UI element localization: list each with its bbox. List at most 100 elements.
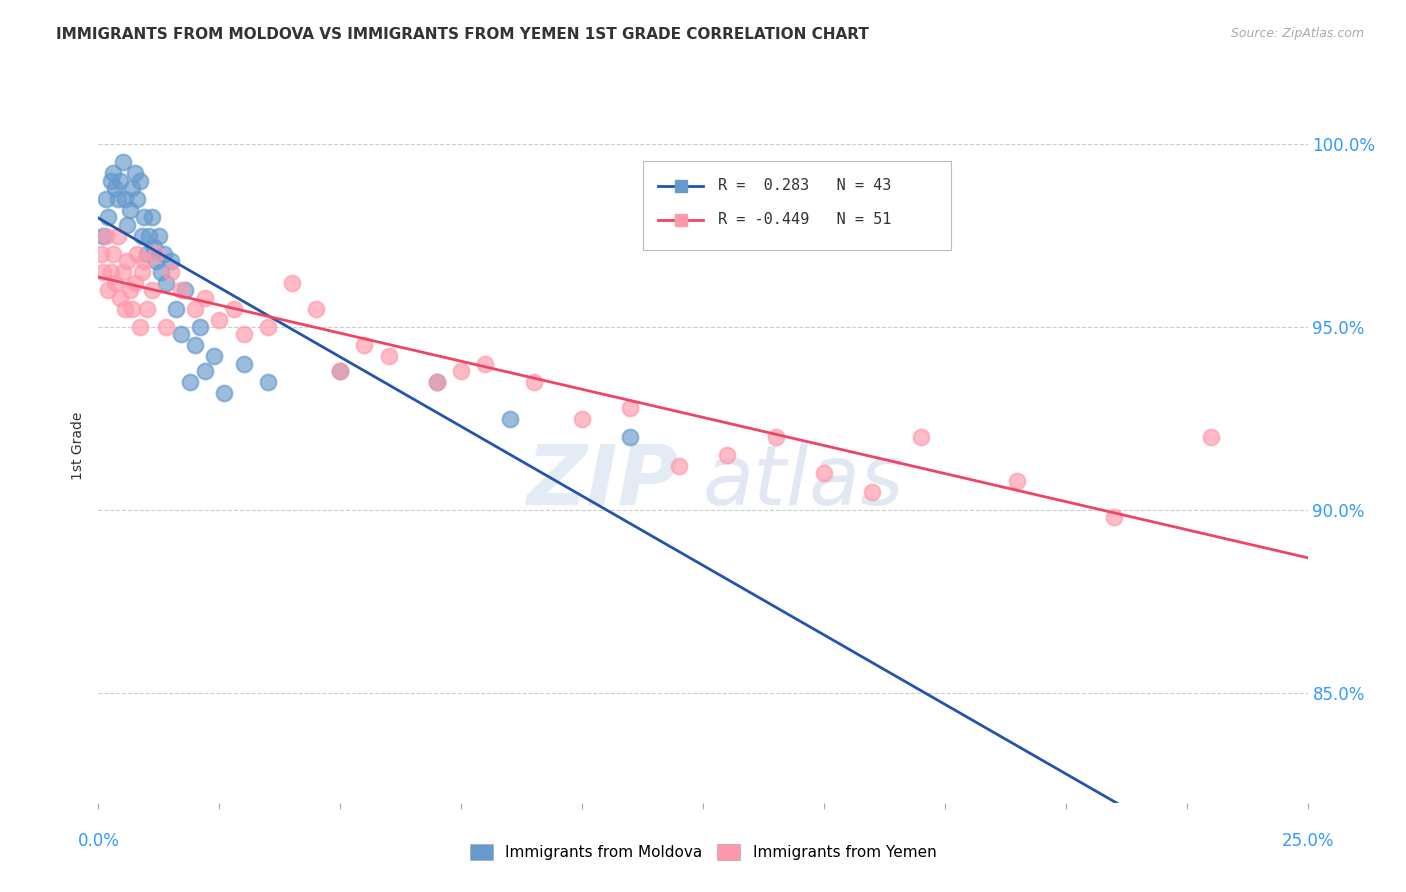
Point xyxy=(101,247,124,261)
Point xyxy=(256,375,278,389)
Text: Source: ZipAtlas.com: Source: ZipAtlas.com xyxy=(1230,27,1364,40)
Point xyxy=(377,349,399,363)
Text: R = -0.449   N = 51: R = -0.449 N = 51 xyxy=(717,212,891,227)
Point xyxy=(450,364,472,378)
Point xyxy=(474,357,496,371)
Point xyxy=(426,375,449,389)
Point xyxy=(329,364,352,378)
Point xyxy=(152,247,174,261)
Point xyxy=(135,301,157,316)
Point xyxy=(135,247,157,261)
Point xyxy=(94,228,117,243)
Point xyxy=(117,218,139,232)
Point xyxy=(90,247,112,261)
Point xyxy=(619,430,641,444)
Point xyxy=(212,386,235,401)
Point xyxy=(571,411,593,425)
Point xyxy=(194,291,217,305)
Point xyxy=(160,265,183,279)
Legend: Immigrants from Moldova, Immigrants from Yemen: Immigrants from Moldova, Immigrants from… xyxy=(464,838,942,866)
Point xyxy=(107,192,129,206)
Point xyxy=(121,181,143,195)
Point xyxy=(114,192,136,206)
Point xyxy=(165,301,187,316)
Point xyxy=(104,181,127,195)
Y-axis label: 1st Grade: 1st Grade xyxy=(72,412,86,480)
Point xyxy=(131,228,153,243)
Point xyxy=(155,320,177,334)
Point xyxy=(108,291,131,305)
Point xyxy=(281,276,304,290)
Point xyxy=(100,174,122,188)
Text: 25.0%: 25.0% xyxy=(1281,832,1334,850)
Point xyxy=(91,265,114,279)
Point xyxy=(118,202,141,217)
Point xyxy=(169,284,191,298)
Point xyxy=(107,228,129,243)
Point xyxy=(188,320,211,334)
Point xyxy=(619,401,641,415)
Point xyxy=(138,228,160,243)
Point xyxy=(256,320,278,334)
Point xyxy=(118,284,141,298)
Point xyxy=(305,301,328,316)
Point xyxy=(222,301,245,316)
FancyBboxPatch shape xyxy=(643,161,950,250)
Point xyxy=(860,484,883,499)
Point xyxy=(426,375,449,389)
Point xyxy=(910,430,932,444)
Point xyxy=(1102,510,1125,524)
Point xyxy=(179,375,201,389)
Point xyxy=(1007,474,1029,488)
Point xyxy=(169,327,191,342)
Text: ZIP: ZIP xyxy=(526,442,679,522)
Point xyxy=(150,265,173,279)
Point xyxy=(100,265,122,279)
Point xyxy=(97,284,120,298)
Point xyxy=(108,174,131,188)
Point xyxy=(716,448,738,462)
Point xyxy=(128,320,150,334)
Point xyxy=(813,467,835,481)
Point xyxy=(111,155,134,169)
Point xyxy=(204,349,226,363)
Text: atlas: atlas xyxy=(703,442,904,522)
Point xyxy=(155,276,177,290)
Point xyxy=(124,276,146,290)
Point xyxy=(141,284,163,298)
Text: R =  0.283   N = 43: R = 0.283 N = 43 xyxy=(717,178,891,193)
Point xyxy=(160,254,183,268)
Point xyxy=(104,276,127,290)
Point xyxy=(668,459,690,474)
Point xyxy=(131,265,153,279)
Point xyxy=(111,265,134,279)
Point xyxy=(353,338,375,352)
Text: 0.0%: 0.0% xyxy=(77,832,120,850)
Point xyxy=(117,254,139,268)
Point xyxy=(523,375,546,389)
Point xyxy=(184,338,207,352)
Point xyxy=(127,247,149,261)
Point xyxy=(91,228,114,243)
Point xyxy=(1199,430,1222,444)
Point xyxy=(121,301,143,316)
Point xyxy=(94,192,117,206)
Point xyxy=(765,430,787,444)
Point xyxy=(145,247,167,261)
Point xyxy=(145,254,167,268)
Point xyxy=(232,357,254,371)
Point xyxy=(232,327,254,342)
Point xyxy=(194,364,217,378)
Point xyxy=(128,174,150,188)
Point xyxy=(101,166,124,180)
Point xyxy=(114,301,136,316)
Point xyxy=(498,411,520,425)
Point xyxy=(97,211,120,225)
Point xyxy=(329,364,352,378)
Point xyxy=(134,254,156,268)
Point xyxy=(124,166,146,180)
Text: IMMIGRANTS FROM MOLDOVA VS IMMIGRANTS FROM YEMEN 1ST GRADE CORRELATION CHART: IMMIGRANTS FROM MOLDOVA VS IMMIGRANTS FR… xyxy=(56,27,869,42)
Point xyxy=(141,211,163,225)
Point xyxy=(127,192,149,206)
Point xyxy=(184,301,207,316)
